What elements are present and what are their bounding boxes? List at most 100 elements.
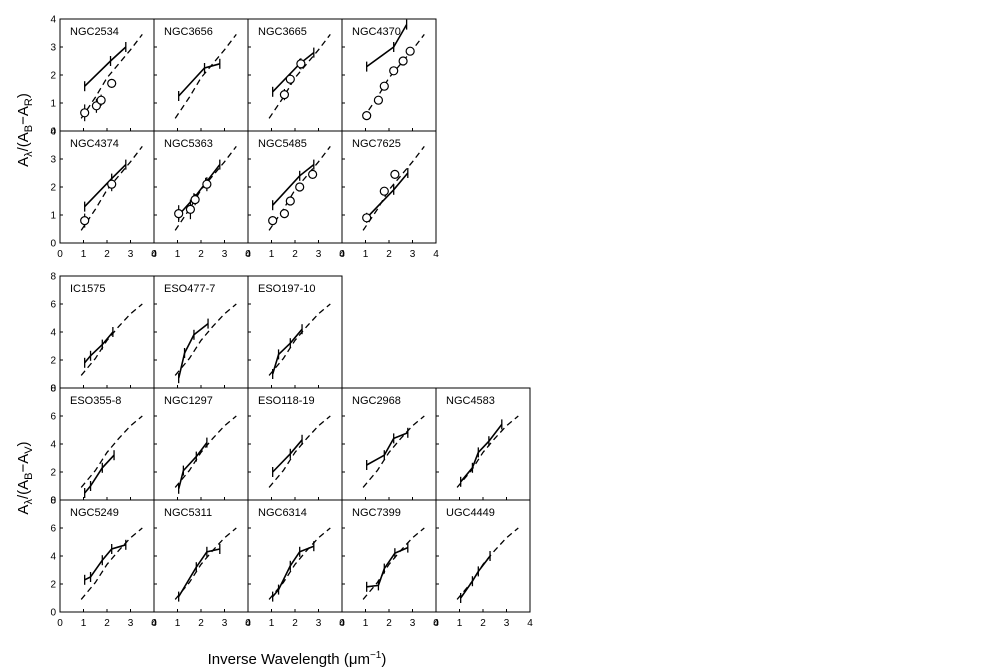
x-tick-label: 2	[292, 618, 298, 629]
y-tick-label: 2	[50, 580, 56, 591]
panel-label: UGC4449	[446, 507, 495, 519]
x-tick-label: 1	[457, 618, 463, 629]
panel-label: NGC1297	[164, 395, 213, 407]
reference-curve	[456, 415, 519, 488]
y-tick-label: 2	[50, 356, 56, 367]
panel-label: IC1575	[70, 283, 105, 295]
data-point	[285, 74, 295, 84]
x-tick-label: 1	[363, 618, 369, 629]
data-point	[285, 196, 295, 206]
reference-curve	[174, 34, 237, 119]
panel-ngc7399: 0 1 2 3 4 NGC7399	[339, 499, 439, 629]
x-tick-label: 3	[128, 249, 134, 260]
y-tick-label: 4	[50, 127, 56, 138]
y-tick-label: 4	[50, 552, 56, 563]
panel-ngc1297: NGC1297	[153, 387, 249, 501]
data-point	[279, 89, 290, 100]
reference-curve	[80, 415, 143, 488]
reference-curve	[174, 146, 237, 231]
y-tick-label: 0	[50, 496, 56, 507]
x-tick-label: 0	[57, 618, 63, 629]
y-tick-label: 2	[50, 71, 56, 82]
panel-ngc2968: NGC2968	[341, 387, 437, 501]
x-tick-label: 4	[527, 618, 533, 629]
panel-ngc3656: NGC3656	[153, 18, 249, 132]
data-point	[279, 209, 290, 219]
panel-eso118-19: ESO118-19	[247, 387, 343, 501]
x-tick-label: 0	[57, 249, 63, 260]
x-tick-label: 1	[269, 618, 275, 629]
x-tick-label: 2	[386, 249, 392, 260]
panel-eso197-10: ESO197-10	[247, 275, 343, 389]
x-tick-label: 0	[151, 618, 157, 629]
group-b-ylabel: Aλ/(AB−AV)	[15, 441, 35, 514]
x-tick-label: 0	[245, 618, 251, 629]
x-tick-label: 1	[175, 618, 181, 629]
y-tick-label: 8	[50, 272, 56, 283]
reference-curve	[174, 527, 237, 600]
x-tick-label: 2	[198, 249, 204, 260]
series-line	[460, 555, 491, 599]
panel-label: NGC5311	[164, 507, 212, 519]
data-point	[390, 169, 400, 179]
panel-label: NGC5485	[258, 138, 307, 150]
panel-ngc7625: 0 1 2 3 4 NGC7625	[339, 130, 439, 260]
series-line	[272, 51, 315, 93]
x-tick-label: 3	[128, 618, 134, 629]
reference-curve	[80, 527, 143, 600]
x-tick-label: 1	[81, 618, 87, 629]
reference-curve	[268, 527, 331, 600]
panel-label: ESO118-19	[258, 395, 315, 407]
y-tick-label: 1	[50, 211, 56, 222]
y-tick-label: 2	[50, 183, 56, 194]
x-tick-label: 0	[339, 249, 345, 260]
y-tick-label: 4	[50, 15, 56, 26]
series-line	[366, 432, 409, 466]
panel-eso355-8: 0 2 4 6 8 ESO355-8	[50, 384, 155, 507]
y-tick-label: 2	[50, 468, 56, 479]
y-tick-label: 6	[50, 524, 56, 535]
y-tick-label: 6	[50, 300, 56, 311]
x-tick-label: 4	[245, 618, 251, 629]
series-line	[177, 322, 209, 379]
data-point	[80, 216, 90, 226]
x-tick-label: 0	[339, 618, 345, 629]
x-tick-label: 1	[363, 249, 369, 260]
y-tick-label: 3	[50, 43, 56, 54]
panel-ngc2534: 0 1 2 3 4 NGC2534	[50, 15, 155, 138]
panel-label: ESO197-10	[258, 283, 315, 295]
x-tick-label: 4	[433, 249, 439, 260]
group-a-ylabel: Aλ/(AB−AR)	[15, 93, 35, 167]
y-tick-label: 0	[50, 384, 56, 395]
x-tick-label: 3	[504, 618, 510, 629]
x-tick-label: 0	[151, 249, 157, 260]
x-tick-label: 1	[269, 249, 275, 260]
panel-ugc4449: 0 1 2 3 4 UGC4449	[433, 499, 533, 629]
y-tick-label: 4	[50, 440, 56, 451]
panel-label: NGC6314	[258, 507, 307, 519]
data-point	[268, 216, 278, 226]
x-tick-label: 4	[151, 249, 157, 260]
x-tick-label: 3	[316, 618, 322, 629]
x-tick-label: 3	[222, 618, 228, 629]
y-tick-label: 0	[50, 608, 56, 619]
x-tick-label: 2	[198, 618, 204, 629]
x-tick-label: 2	[386, 618, 392, 629]
series-line	[366, 172, 409, 219]
data-point	[296, 59, 306, 69]
panel-label: NGC4583	[446, 395, 495, 407]
data-point	[405, 46, 415, 56]
data-point	[107, 179, 117, 189]
reference-curve	[268, 303, 331, 376]
data-point	[308, 169, 318, 179]
reference-curve	[80, 303, 143, 376]
data-point	[174, 209, 184, 219]
x-tick-label: 4	[151, 618, 157, 629]
data-point	[398, 56, 408, 66]
reference-curve	[174, 303, 237, 376]
y-tick-label: 8	[50, 384, 56, 395]
panel-label: NGC7399	[352, 507, 401, 519]
